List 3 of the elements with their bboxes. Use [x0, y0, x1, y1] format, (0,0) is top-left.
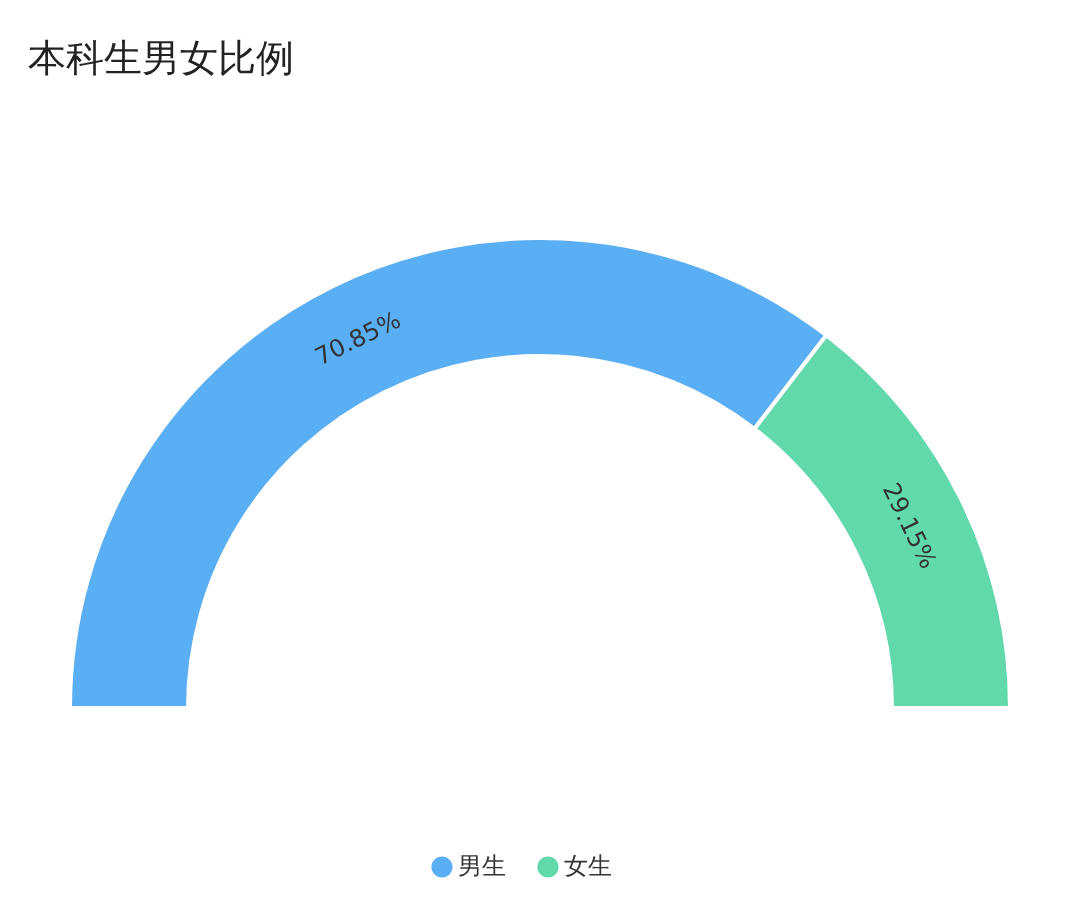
chart-title: 本科生男女比例	[28, 36, 294, 80]
legend-label: 男生	[458, 852, 506, 880]
legend-label: 女生	[564, 852, 612, 880]
